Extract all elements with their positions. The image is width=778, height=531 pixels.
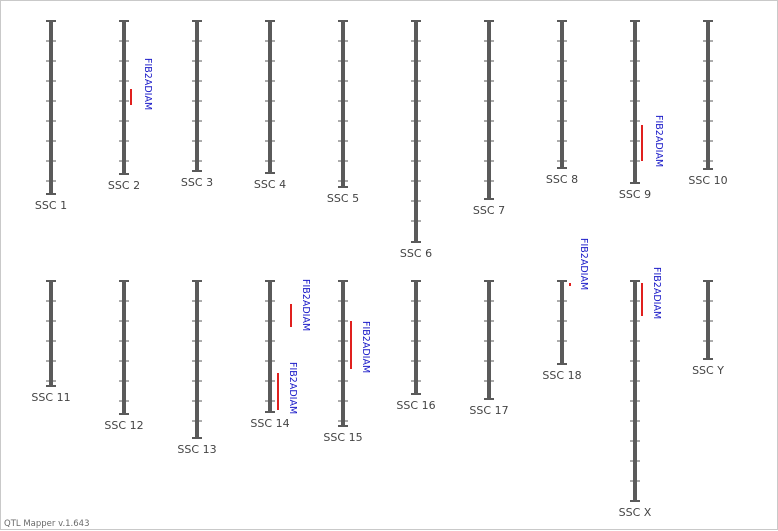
chromosome-ssc3[interactable]: SSC 3 xyxy=(181,20,213,189)
chromosome-label: SSC 18 xyxy=(542,369,581,382)
qtl-label: FIB2ADIAM xyxy=(651,267,662,319)
qtl-bar xyxy=(569,283,571,286)
chromosome-label: SSC 15 xyxy=(323,431,362,444)
chromosome-ssc8[interactable]: SSC 8 xyxy=(546,20,578,186)
qtl-label: FIB2ADIAM xyxy=(142,58,153,110)
chromosome-label: SSC 5 xyxy=(327,192,359,205)
qtl-region[interactable]: FIB2ADIAM xyxy=(130,58,153,110)
chromosome-ssc12[interactable]: SSC 12 xyxy=(104,280,144,432)
chromosome-ssc1[interactable]: SSC 1 xyxy=(35,20,67,212)
chromosome-ssc15[interactable]: SSC 15 FIB2ADIAM xyxy=(323,280,371,444)
qtl-bar xyxy=(277,373,279,410)
chromosome-label: SSC 2 xyxy=(108,179,140,192)
chromosome-label: SSC 4 xyxy=(254,178,286,191)
qtl-label: FIB2ADIAM xyxy=(653,115,664,167)
chromosome-bar xyxy=(122,281,126,414)
qtl-label: FIB2ADIAM xyxy=(287,362,298,414)
qtl-bar xyxy=(290,304,292,327)
chromosome-ssc4[interactable]: SSC 4 xyxy=(254,20,286,191)
chromosome-bar xyxy=(195,21,199,171)
chromosome-label: SSC 12 xyxy=(104,419,143,432)
chromosome-bar xyxy=(341,21,345,187)
chromosome-sscy[interactable]: SSC Y xyxy=(692,280,724,377)
qtl-bar xyxy=(350,321,352,369)
chromosome-bar xyxy=(633,281,637,501)
chromosome-label: SSC X xyxy=(619,506,652,519)
chromosome-label: SSC 10 xyxy=(688,174,727,187)
chromosome-bar xyxy=(560,281,564,364)
chromosome-bar xyxy=(341,281,345,426)
chromosome-bar xyxy=(268,281,272,412)
chromosome-bar xyxy=(633,21,637,183)
chromosome-ssc11[interactable]: SSC 11 xyxy=(31,280,71,404)
qtl-region[interactable]: FIB2ADIAM xyxy=(641,267,662,319)
chromosome-bar xyxy=(195,281,199,438)
chromosome-label: SSC 13 xyxy=(177,443,216,456)
chromosome-ssc13[interactable]: SSC 13 xyxy=(177,280,217,456)
chromosome-label: SSC 7 xyxy=(473,204,505,217)
chromosome-label: SSC 6 xyxy=(400,247,432,260)
version-label: QTL Mapper v.1.643 xyxy=(4,519,90,529)
chromosome-sscx[interactable]: SSC X FIB2ADIAM xyxy=(619,267,662,519)
chromosome-label: SSC 11 xyxy=(31,391,70,404)
chromosome-bar xyxy=(487,21,491,199)
chromosome-ssc9[interactable]: SSC 9 FIB2ADIAM xyxy=(619,20,664,201)
qtl-bar xyxy=(130,89,132,105)
chromosome-ssc17[interactable]: SSC 17 xyxy=(469,280,509,417)
qtl-region[interactable]: FIB2ADIAM xyxy=(290,279,311,331)
chromosome-ssc2[interactable]: SSC 2 FIB2ADIAM xyxy=(108,20,153,192)
chromosome-ssc14[interactable]: SSC 14 FIB2ADIAM FIB2ADIAM xyxy=(250,279,311,430)
chromosome-ssc6[interactable]: SSC 6 xyxy=(400,20,432,260)
chromosome-bar xyxy=(122,21,126,174)
qtl-region[interactable]: FIB2ADIAM xyxy=(350,321,371,373)
chromosome-label: SSC 3 xyxy=(181,176,213,189)
chromosome-bar xyxy=(706,281,710,359)
chromosome-ssc16[interactable]: SSC 16 xyxy=(396,280,436,412)
qtl-region[interactable]: FIB2ADIAM xyxy=(641,115,664,167)
chromosome-bar xyxy=(49,21,53,194)
chromosome-ssc10[interactable]: SSC 10 xyxy=(688,20,728,187)
chromosome-bar xyxy=(560,21,564,168)
qtl-bar xyxy=(641,125,643,161)
qtl-label: FIB2ADIAM xyxy=(578,238,589,290)
chromosome-ssc7[interactable]: SSC 7 xyxy=(473,20,505,217)
qtl-bar xyxy=(641,283,643,316)
chromosome-label: SSC 16 xyxy=(396,399,435,412)
chromosome-label: SSC 17 xyxy=(469,404,508,417)
chromosome-bar xyxy=(49,281,53,386)
chromosome-ssc5[interactable]: SSC 5 xyxy=(327,20,359,205)
chromosome-label: SSC 1 xyxy=(35,199,67,212)
chromosome-bar xyxy=(268,21,272,173)
chromosome-label: SSC 8 xyxy=(546,173,578,186)
chromosome-bar xyxy=(414,21,418,242)
chromosome-label: SSC Y xyxy=(692,364,724,377)
qtl-region[interactable]: FIB2ADIAM xyxy=(569,238,589,290)
chromosome-bar xyxy=(706,21,710,169)
qtl-region[interactable]: FIB2ADIAM xyxy=(277,362,298,414)
chromosome-ssc18[interactable]: SSC 18 FIB2ADIAM xyxy=(542,238,589,382)
chromosome-label: SSC 14 xyxy=(250,417,289,430)
chromosome-bar xyxy=(414,281,418,394)
qtl-label: FIB2ADIAM xyxy=(360,321,371,373)
chromosome-bar xyxy=(487,281,491,399)
qtl-label: FIB2ADIAM xyxy=(300,279,311,331)
chromosome-label: SSC 9 xyxy=(619,188,651,201)
